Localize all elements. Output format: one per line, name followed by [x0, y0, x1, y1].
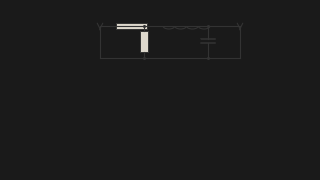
Text: Ecrire l’équation différentielle régissant la dynamique de sortie du système.: Ecrire l’équation différentielle régissa… — [20, 76, 278, 84]
Text: Donner la fonction de transfert H(p) du système, et exprimer les paramètres k₀, : Donner la fonction de transfert H(p) du … — [20, 96, 319, 113]
Text: Déduire la fonction originale de H(p) pour R=10 kΩ, L=0.1 H,  C=1 μF.: Déduire la fonction originale de H(p) po… — [20, 118, 261, 126]
Text: C: C — [196, 38, 201, 46]
Text: 1): 1) — [8, 76, 15, 84]
Text: 3): 3) — [8, 118, 15, 126]
Text: On considère le circuit électrique suivant :: On considère le circuit électrique suiva… — [8, 13, 172, 21]
Text: L: L — [184, 15, 188, 23]
Text: Déterminer s(t), la réponse temporelle de ce système lorsqu’on lui applique un é: Déterminer s(t), la réponse temporelle d… — [20, 132, 316, 149]
Text: 2): 2) — [8, 96, 15, 104]
Text: R: R — [129, 15, 133, 23]
FancyBboxPatch shape — [140, 31, 148, 52]
FancyBboxPatch shape — [116, 23, 147, 29]
Text: 4): 4) — [8, 132, 15, 140]
Text: s(t): s(t) — [243, 40, 254, 46]
Text: e(t): e(t) — [82, 40, 93, 46]
Text: R: R — [133, 38, 138, 46]
